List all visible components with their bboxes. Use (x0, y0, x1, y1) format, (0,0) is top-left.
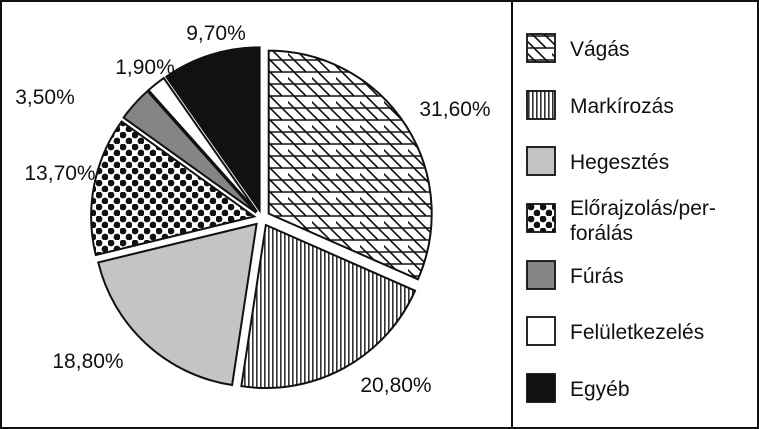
legend-swatch-vagas (526, 33, 556, 63)
legend-swatch-hegesztes (526, 146, 556, 176)
pie-slice-feluletkezeles (147, 76, 258, 213)
legend-swatch-feluletkezeles (526, 316, 556, 346)
legend-label-elorajzolas-perforalas-line2: forálás (570, 222, 633, 245)
legend-label-egyeb: Egyéb (570, 378, 630, 401)
legend-label-markirozas: Markírozás (570, 95, 674, 118)
data-label-egyeb: 9,70% (186, 22, 246, 45)
data-label-feluletkezeles: 1,90% (115, 56, 175, 79)
legend-swatch-elorajzolas-perforalas (526, 203, 556, 233)
pie-slices (90, 46, 433, 389)
data-label-furas: 3,50% (15, 86, 75, 109)
legend-label-elorajzolas-perforalas: Előrajzolás/per- (570, 197, 716, 220)
legend-swatch-egyeb (526, 373, 556, 403)
legend-label-hegesztes: Hegesztés (570, 151, 669, 174)
pie-slice-egyeb (164, 46, 261, 214)
pie-slice-vagas (267, 49, 433, 281)
legend-label-feluletkezeles: Felületkezelés (570, 321, 704, 344)
pie-slice-markirozas (240, 223, 417, 389)
pie-slice-elorajzolas-perforalas (90, 120, 257, 257)
legend-label-furas: Fúrás (570, 265, 624, 288)
pie-slice-furas (122, 89, 257, 214)
pie-data-labels: 31,60% 20,80% 18,80% 13,70% 3,50% 1,90% 9,70% (15, 22, 490, 397)
legend-label-vagas: Vágás (570, 38, 630, 61)
data-label-hegesztes: 18,80% (52, 350, 123, 373)
legend-swatch-markirozas (526, 90, 556, 120)
legend-swatch-furas (526, 260, 556, 290)
pie-slice-hegesztes (97, 222, 258, 387)
legend: Vágás Markírozás Hegesztés Előrajzolás/per-… (526, 33, 716, 403)
data-label-markirozas: 20,80% (360, 374, 431, 397)
data-label-vagas: 31,60% (419, 98, 490, 121)
data-label-elorajzolas-perforalas: 13,70% (24, 162, 95, 185)
